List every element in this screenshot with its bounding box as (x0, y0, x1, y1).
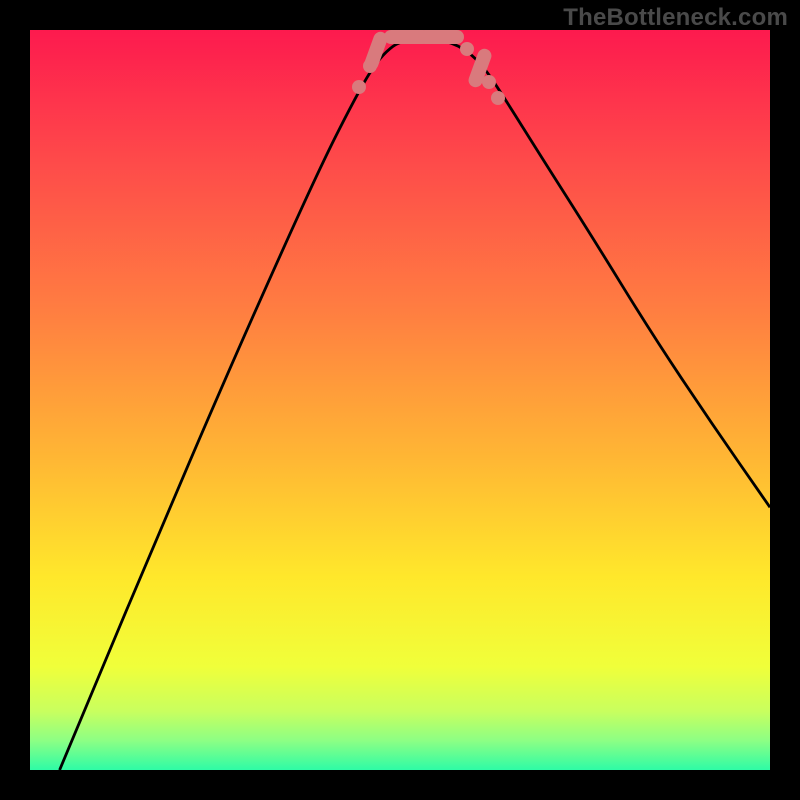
marker-dot (491, 91, 505, 105)
marker-dot (352, 80, 366, 94)
marker-dot (482, 75, 496, 89)
bottleneck-curve (30, 30, 770, 770)
chart-area (30, 30, 770, 770)
watermark-text: TheBottleneck.com (563, 4, 788, 32)
marker-dot (460, 42, 474, 56)
marker-wide (418, 30, 464, 44)
chart-frame: TheBottleneck.com (0, 0, 800, 800)
